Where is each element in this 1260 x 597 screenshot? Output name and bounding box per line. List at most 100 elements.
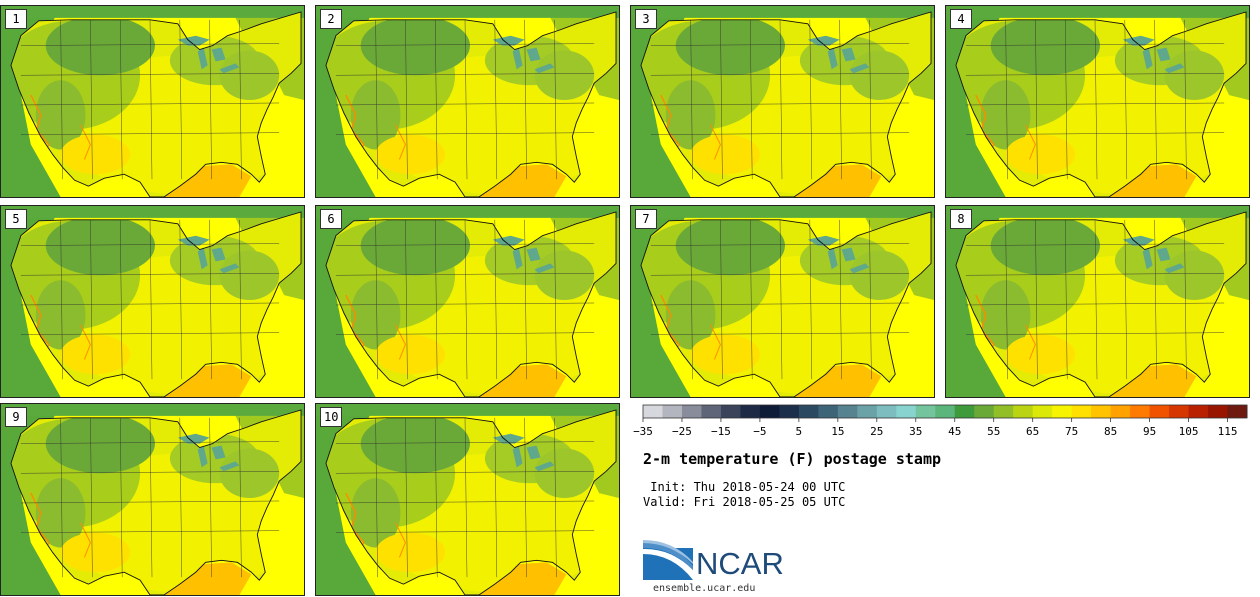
lake-michigan <box>197 247 208 270</box>
state-borders <box>965 19 1225 180</box>
canada-band <box>946 206 1249 218</box>
colorbar-tick-label: 55 <box>987 425 1000 438</box>
member-number: 6 <box>320 209 342 229</box>
member-number: 10 <box>320 407 343 427</box>
colorbar-swatch <box>662 405 683 418</box>
canada-band <box>631 206 934 218</box>
ensemble-member-panel[interactable]: 4 <box>945 5 1250 198</box>
lake-huron <box>211 445 226 460</box>
ensemble-member-panel[interactable]: 3 <box>630 5 935 198</box>
lake-erie <box>219 461 240 472</box>
colorbar-swatch <box>1169 405 1190 418</box>
ensemble-member-panel[interactable]: 1 <box>0 5 305 198</box>
member-number: 3 <box>635 9 657 29</box>
member-number: 7 <box>635 209 657 229</box>
ensemble-member-panel[interactable]: 8 <box>945 205 1250 398</box>
lake-huron <box>841 247 856 262</box>
colorbar-swatch <box>1013 405 1034 418</box>
lake-superior <box>807 235 840 246</box>
colorbar-swatch <box>1071 405 1092 418</box>
lake-erie <box>219 63 240 74</box>
canada-band <box>631 6 934 18</box>
colorbar-swatch <box>857 405 878 418</box>
colorbar-swatch <box>1110 405 1131 418</box>
ncar-logo: NCAR ensemble.ucar.edu <box>643 540 803 595</box>
member-number: 9 <box>5 407 27 427</box>
lake-superior <box>492 35 525 46</box>
lake-huron <box>1156 247 1171 262</box>
coastline <box>10 11 302 197</box>
temperature-map <box>631 206 934 397</box>
lake-superior <box>1122 35 1155 46</box>
temperature-map <box>316 6 619 197</box>
lake-huron <box>1156 47 1171 62</box>
temperature-map <box>946 6 1249 197</box>
state-borders <box>20 417 280 578</box>
temperature-map <box>316 404 619 595</box>
colorbar-swatch <box>681 405 702 418</box>
colorbar-tick-label: 105 <box>1179 425 1199 438</box>
coastline <box>325 211 617 397</box>
ensemble-member-panel[interactable]: 9 <box>0 403 305 596</box>
colorbar-swatch <box>993 405 1014 418</box>
temperature-map <box>1 206 304 397</box>
lake-huron <box>211 247 226 262</box>
member-number: 2 <box>320 9 342 29</box>
state-borders <box>20 219 280 380</box>
lake-huron <box>526 445 541 460</box>
lake-michigan <box>512 445 523 468</box>
state-borders <box>650 219 910 380</box>
canada-band <box>1 206 304 218</box>
lake-huron <box>526 47 541 62</box>
coastline <box>955 11 1247 197</box>
colorbar-swatch <box>1052 405 1073 418</box>
ensemble-member-panel[interactable]: 2 <box>315 5 620 198</box>
colorbar-tick-label: 25 <box>870 425 883 438</box>
lake-michigan <box>512 47 523 70</box>
colorbar-swatch <box>740 405 761 418</box>
lake-michigan <box>827 47 838 70</box>
coastline <box>325 11 617 197</box>
lake-superior <box>492 235 525 246</box>
canada-band <box>1 6 304 18</box>
ensemble-member-panel[interactable]: 5 <box>0 205 305 398</box>
lake-erie <box>534 63 555 74</box>
colorbar-swatch <box>1091 405 1112 418</box>
temperature-map <box>316 206 619 397</box>
lake-huron <box>841 47 856 62</box>
colorbar-border <box>642 404 1248 419</box>
colorbar-swatch <box>1188 405 1209 418</box>
valid-time: Valid: Fri 2018-05-25 05 UTC <box>643 495 846 509</box>
ensemble-member-panel[interactable]: 10 <box>315 403 620 596</box>
plot-title: 2-m temperature (F) postage stamp <box>643 450 942 468</box>
colorbar-swatch <box>759 405 780 418</box>
ensemble-member-panel[interactable]: 6 <box>315 205 620 398</box>
colorbar-swatch <box>779 405 800 418</box>
colorbar-tick-label: 35 <box>909 425 922 438</box>
state-borders <box>335 19 595 180</box>
colorbar-tick-label: 95 <box>1143 425 1156 438</box>
ensemble-member-panel[interactable]: 7 <box>630 205 935 398</box>
lake-erie <box>1164 63 1185 74</box>
coastline <box>10 211 302 397</box>
lake-erie <box>219 263 240 274</box>
member-number: 8 <box>950 209 972 229</box>
colorbar-tick-label: 5 <box>796 425 803 438</box>
colorbar-tick-label: −25 <box>672 425 692 438</box>
colorbar-tick-label: 85 <box>1104 425 1117 438</box>
colorbar-swatch <box>1130 405 1151 418</box>
state-borders <box>20 19 280 180</box>
canada-band <box>316 6 619 18</box>
colorbar-tick-label: 45 <box>948 425 961 438</box>
colorbar-swatch <box>974 405 995 418</box>
colorbar-swatch <box>643 405 663 418</box>
lake-erie <box>849 63 870 74</box>
colorbar-tick-label: 115 <box>1218 425 1238 438</box>
temperature-map <box>946 206 1249 397</box>
state-borders <box>965 219 1225 380</box>
lake-michigan <box>1142 247 1153 270</box>
temperature-map <box>631 6 934 197</box>
member-number: 4 <box>950 9 972 29</box>
lake-erie <box>849 263 870 274</box>
colorbar-tick-label: 75 <box>1065 425 1078 438</box>
